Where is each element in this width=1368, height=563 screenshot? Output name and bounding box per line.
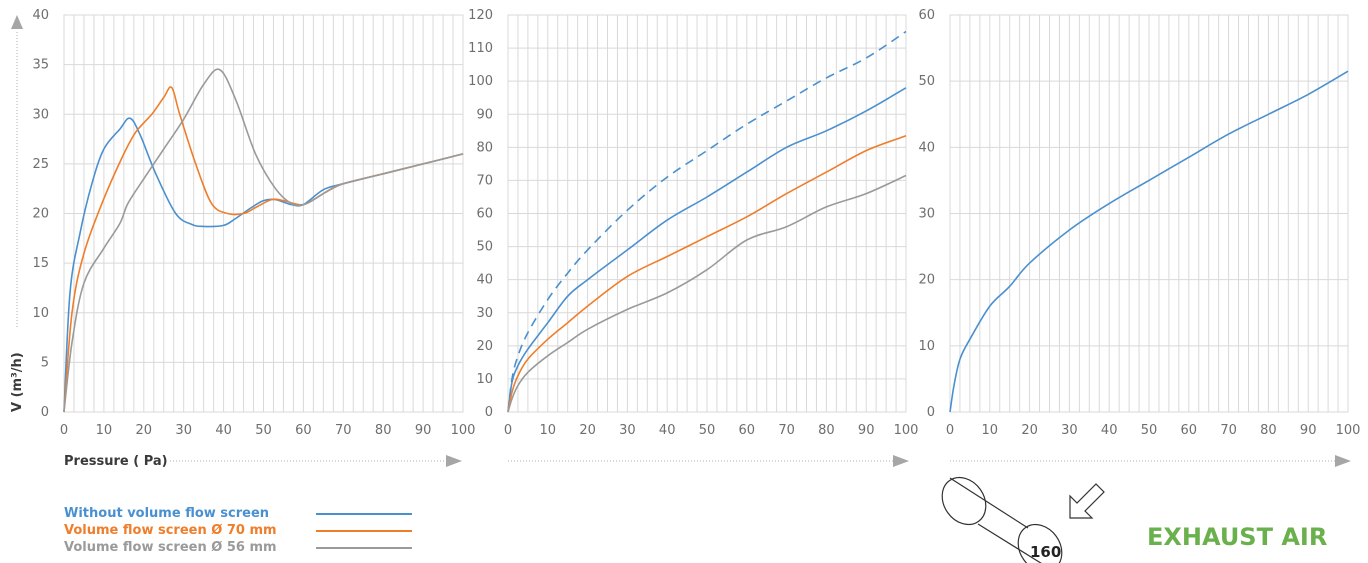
right-arrow-icon xyxy=(1335,455,1351,467)
y-tick-label: 30 xyxy=(476,306,493,321)
x-tick-label: 80 xyxy=(1260,423,1277,438)
x-tick-label: 90 xyxy=(1300,423,1317,438)
x-tick-label: 50 xyxy=(699,423,716,438)
y-tick-label: 60 xyxy=(918,8,935,23)
legend-label-orange: Volume flow screen Ø 70 mm xyxy=(64,523,277,538)
plot-frame xyxy=(949,14,1349,413)
series-line-4a90d0 xyxy=(949,70,1349,413)
y-tick-label: 10 xyxy=(918,339,935,354)
series-line-dashed-4a90d0 xyxy=(507,30,907,413)
plot-frame xyxy=(63,14,464,413)
x-tick-label: 90 xyxy=(415,423,432,438)
x-axis-label: Pressure ( Pa) xyxy=(64,454,168,469)
x-tick-label: 40 xyxy=(1101,423,1118,438)
y-tick-label: 10 xyxy=(476,372,493,387)
right-arrow-icon xyxy=(893,455,909,467)
x-tick-label: 100 xyxy=(894,423,919,438)
y-tick-label: 20 xyxy=(918,273,935,288)
chart-panel-2: 0 10 20 30 40 50 60 70 80 90 100 110 120 0 10 20 30 40 50 6… xyxy=(468,8,918,438)
x-tick-label: 80 xyxy=(375,423,392,438)
x-tick-label: 20 xyxy=(136,423,153,438)
up-arrow-icon xyxy=(11,15,23,29)
plot-frame xyxy=(507,14,907,413)
legend-swatch-orange xyxy=(316,529,412,532)
x-tick-label: 100 xyxy=(1336,423,1361,438)
y-tick-label: 30 xyxy=(918,207,935,222)
legend-item: Without volume flow screen xyxy=(64,505,412,522)
duct-size-label: 160 xyxy=(1030,543,1061,561)
x-tick-label: 100 xyxy=(451,423,476,438)
y-tick-label: 0 xyxy=(41,405,49,420)
y-tick-label: 60 xyxy=(476,207,493,222)
y-tick-label: 5 xyxy=(41,355,49,370)
y-tick-label: 40 xyxy=(476,273,493,288)
legend-label-gray: Volume flow screen Ø 56 mm xyxy=(64,540,277,555)
x-tick-label: 50 xyxy=(1141,423,1158,438)
exhaust-air-label: EXHAUST AIR xyxy=(1147,523,1328,551)
x-tick-label: 30 xyxy=(1061,423,1078,438)
x-tick-label: 50 xyxy=(255,423,272,438)
x-tick-label: 20 xyxy=(1021,423,1038,438)
chart-panel-1: 0 5 10 15 20 25 30 35 40 0 10 20 30 40 50 60 70 80 90 100 xyxy=(32,8,475,438)
y-tick-label: 70 xyxy=(476,173,493,188)
x-tick-label: 0 xyxy=(946,423,954,438)
cylinder-duct-icon xyxy=(941,476,1063,563)
x-tick-label: 60 xyxy=(739,423,756,438)
x-tick-label: 40 xyxy=(215,423,232,438)
y-axis-label: V (m³/h) xyxy=(10,352,25,412)
legend-swatch-gray xyxy=(316,546,412,549)
legend: Without volume flow screen Volume flow s… xyxy=(64,505,412,556)
y-tick-label: 90 xyxy=(476,107,493,122)
series-line-4a90d0 xyxy=(507,87,907,413)
x-tick-label: 70 xyxy=(335,423,352,438)
y-tick-label: 20 xyxy=(476,339,493,354)
series-line-9a9a9a xyxy=(507,174,907,413)
legend-item: Volume flow screen Ø 56 mm xyxy=(64,539,412,556)
axis-decorations xyxy=(11,15,1351,467)
x-tick-label: 10 xyxy=(982,423,999,438)
x-tick-label: 0 xyxy=(504,423,512,438)
y-tick-label: 10 xyxy=(32,306,49,321)
x-tick-label: 30 xyxy=(619,423,636,438)
chart-panel-3: 0 10 20 30 40 50 60 0 10 20 30 40 50 60 70 80 90 100 xyxy=(918,8,1360,438)
x-tick-label: 40 xyxy=(659,423,676,438)
x-tick-label: 70 xyxy=(778,423,795,438)
series-line-9a9a9a xyxy=(63,68,464,413)
x-tick-label: 10 xyxy=(540,423,557,438)
x-tick-label: 90 xyxy=(858,423,875,438)
x-tick-label: 80 xyxy=(818,423,835,438)
series-line-4a90d0 xyxy=(63,117,464,413)
y-tick-label: 100 xyxy=(468,74,493,89)
x-tick-label: 10 xyxy=(96,423,113,438)
y-tick-label: 25 xyxy=(32,157,49,172)
y-tick-label: 20 xyxy=(32,207,49,222)
x-tick-label: 30 xyxy=(175,423,192,438)
legend-swatch-blue xyxy=(316,512,412,515)
x-tick-label: 20 xyxy=(579,423,596,438)
right-arrow-icon xyxy=(446,455,462,467)
legend-label-blue: Without volume flow screen xyxy=(64,506,270,521)
x-tick-label: 60 xyxy=(1181,423,1198,438)
y-tick-label: 35 xyxy=(32,58,49,73)
arrow-down-left-icon xyxy=(1069,483,1105,519)
y-tick-label: 30 xyxy=(32,107,49,122)
y-tick-label: 120 xyxy=(468,8,493,23)
y-tick-label: 0 xyxy=(927,405,935,420)
y-tick-label: 40 xyxy=(918,140,935,155)
y-tick-label: 80 xyxy=(476,140,493,155)
y-tick-label: 50 xyxy=(476,240,493,255)
series-line-f07d2a xyxy=(507,135,907,413)
y-tick-label: 0 xyxy=(485,405,493,420)
legend-item: Volume flow screen Ø 70 mm xyxy=(64,522,412,539)
x-tick-label: 0 xyxy=(60,423,68,438)
y-tick-label: 50 xyxy=(918,74,935,89)
x-tick-label: 60 xyxy=(295,423,312,438)
x-tick-label: 70 xyxy=(1220,423,1237,438)
y-tick-label: 40 xyxy=(32,8,49,23)
y-tick-label: 15 xyxy=(32,256,49,271)
y-tick-label: 110 xyxy=(468,41,493,56)
